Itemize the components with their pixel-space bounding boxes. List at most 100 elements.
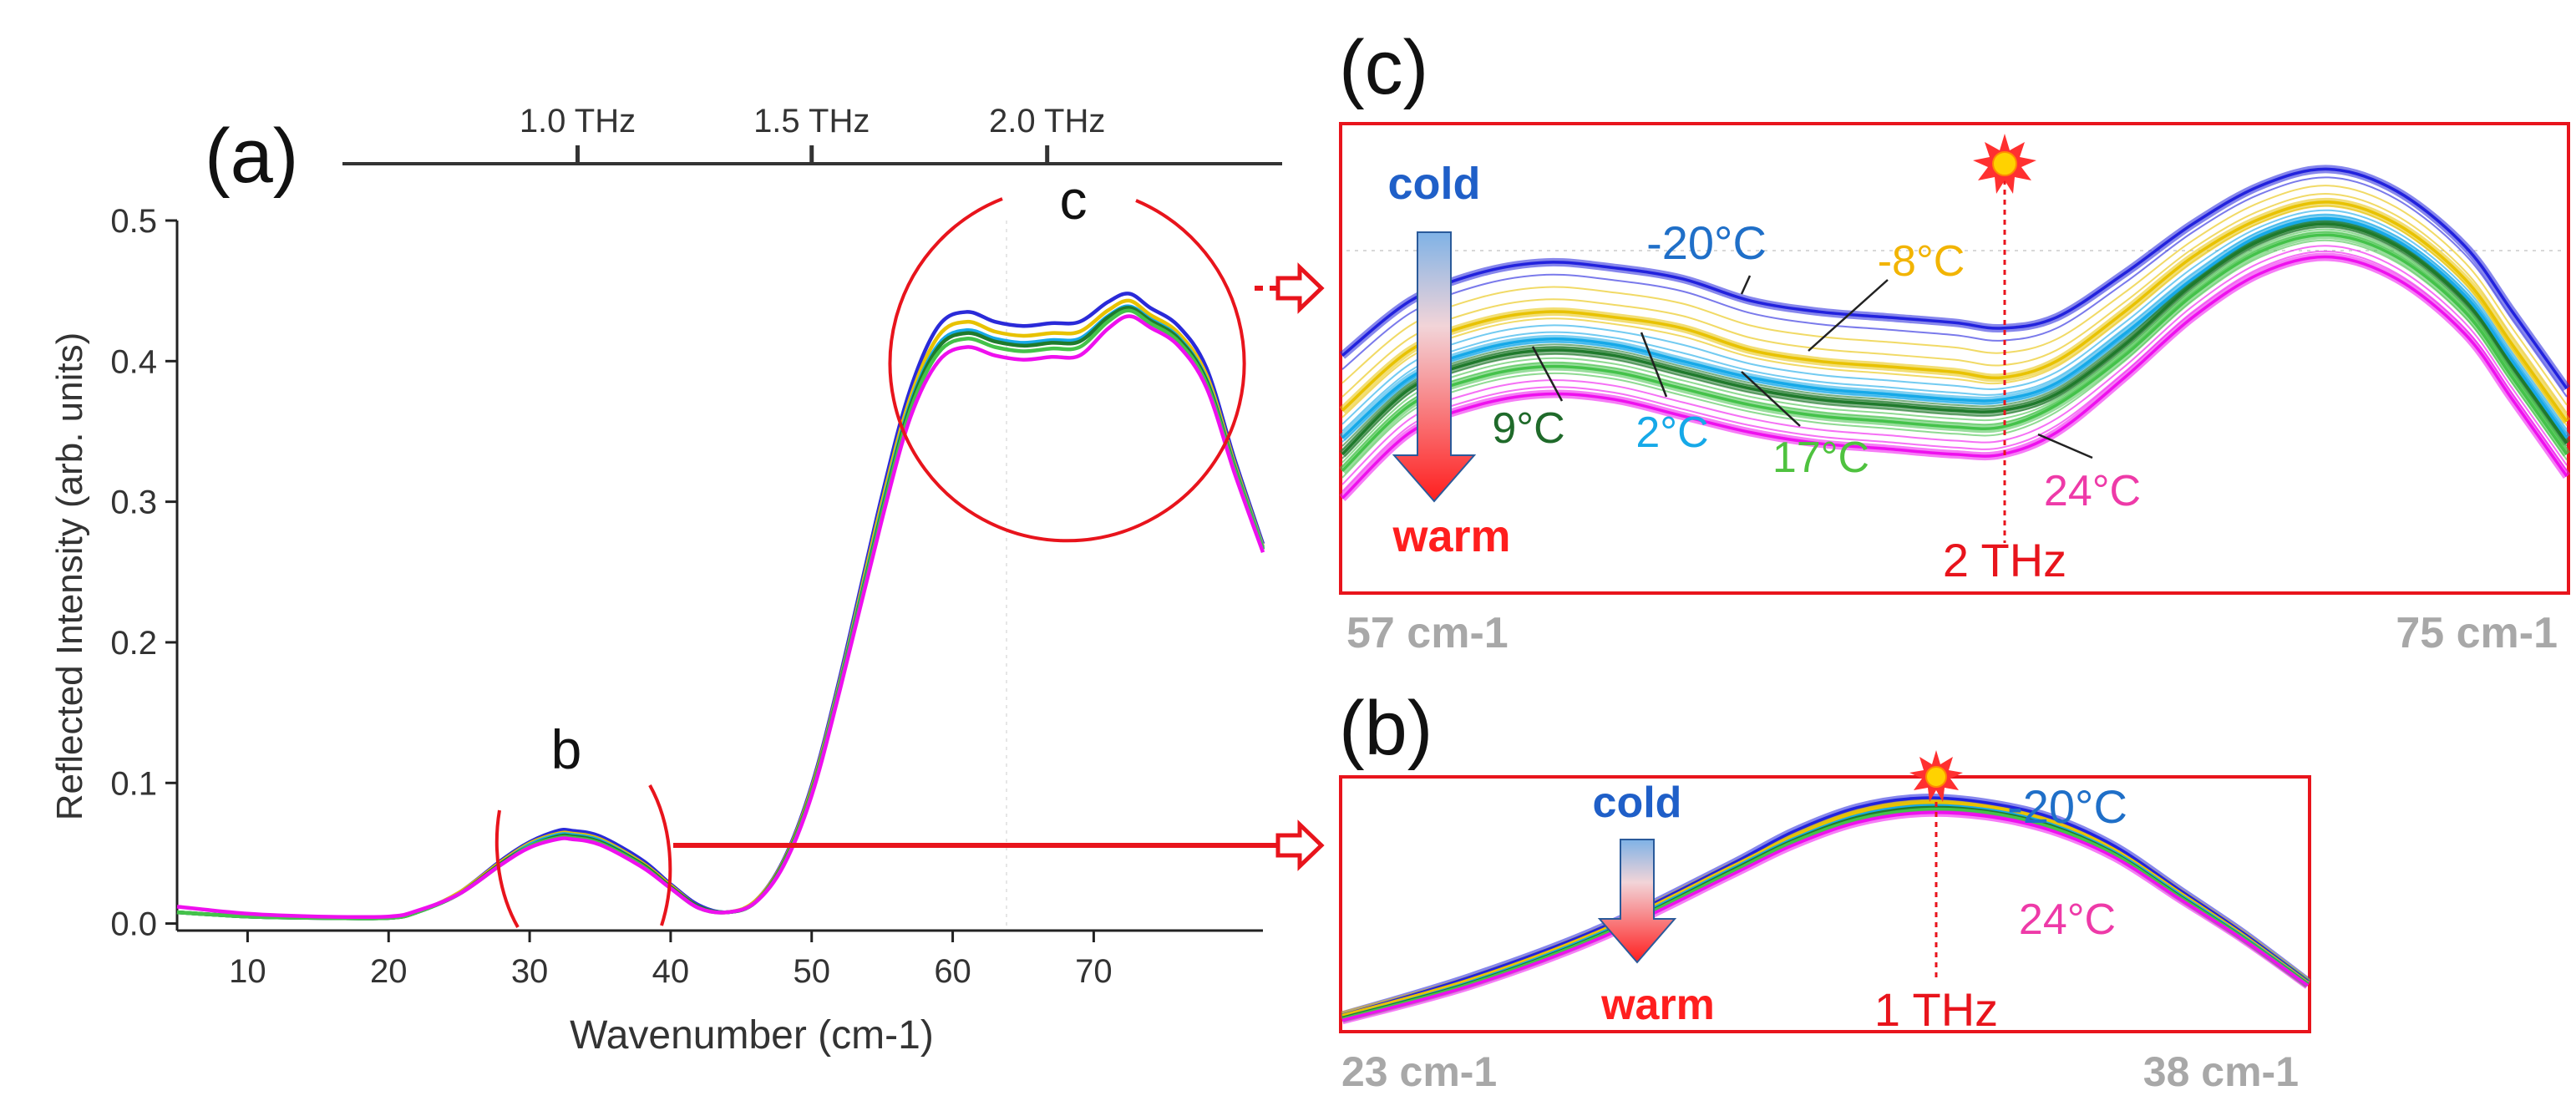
a-y-axis-title: Reflected Intensity (arb. units) <box>49 332 90 820</box>
svg-text:-20°C: -20°C <box>2007 780 2127 833</box>
svg-text:2°C: 2°C <box>1635 408 1708 457</box>
a-series-line <box>176 292 1265 921</box>
c-reference-label: 2 THz <box>1943 534 2066 586</box>
a-series-line <box>176 298 1265 921</box>
c-trace-line <box>1341 239 2568 479</box>
b-series-line <box>1341 796 2310 1017</box>
c-trace-line <box>1341 245 2568 485</box>
svg-text:24°C: 24°C <box>2044 467 2141 515</box>
c-leader-17 <box>1741 371 1801 427</box>
c-trace-line <box>1341 250 2568 492</box>
b-cold-warm-arrow <box>1597 839 1677 964</box>
c-temp-label-24: 24°C <box>2044 467 2141 515</box>
panel-c: (c) 2 THz cold warm -20°C -8°C 2°C <box>1339 25 2571 657</box>
c-temp-label-9: 9°C <box>1492 404 1564 453</box>
c-cold-label: cold <box>1387 159 1480 209</box>
c-trace-line <box>1341 193 2568 414</box>
a-x-tick-label: 70 <box>1075 953 1113 990</box>
region-c-circle <box>888 197 1246 543</box>
b-cold-label: cold <box>1593 779 1682 827</box>
c-x-right-label: 75 cm-1 <box>2396 609 2558 657</box>
a-ticks: 10 20 30 40 50 60 70 0.0 0.1 0.2 0.3 0.4 0.5 <box>110 203 1112 990</box>
panel-a: (a) 1.0 THz 1.5 THz 2.0 THz 10 20 30 40 50 60 70… <box>49 103 1325 1058</box>
panel-b-label: (b) <box>1339 686 1433 771</box>
b-series-line <box>1341 807 2310 1021</box>
a-y-tick-label: 0.0 <box>110 906 157 943</box>
thz-tick-label: 1.5 THz <box>753 103 870 140</box>
b-series-line <box>1341 800 2310 1017</box>
a-series-line <box>176 308 1265 921</box>
c-trace-line <box>1341 185 2568 406</box>
c-trace-line <box>1341 220 2568 447</box>
c-leader-24 <box>2037 433 2093 459</box>
svg-text:17°C: 17°C <box>1772 434 1869 482</box>
c-leader-m8 <box>1808 279 1889 352</box>
b-reference-label: 1 THz <box>1874 983 1998 1036</box>
c-trace-line <box>1341 209 2568 430</box>
c-leader-9 <box>1531 346 1564 402</box>
a-x-axis-title: Wavenumber (cm-1) <box>570 1013 934 1058</box>
c-warm-label: warm <box>1392 511 1510 561</box>
c-sun-icon <box>1973 134 2036 194</box>
b-series-line <box>1341 810 2310 1022</box>
c-cold-warm-arrow <box>1392 231 1477 503</box>
c-trace-line <box>1341 228 2568 464</box>
thz-tick-label: 1.0 THz <box>520 103 636 140</box>
arrow-to-c-head <box>1275 262 1325 314</box>
panel-c-frame <box>1339 122 2570 595</box>
panel-a-label: (a) <box>205 114 298 199</box>
c-x-left-label: 57 cm-1 <box>1346 609 1509 657</box>
thz-tick-label: 2.0 THz <box>989 103 1105 140</box>
c-temp-label-m8: -8°C <box>1878 237 1965 286</box>
arrow-to-b-head <box>1275 819 1325 871</box>
a-y-tick-label: 0.5 <box>110 203 157 240</box>
c-series-line <box>1341 233 2568 472</box>
b-sun-icon <box>1909 750 1963 802</box>
a-y-tick-label: 0.2 <box>110 625 157 662</box>
c-trace-line <box>1341 176 2568 398</box>
a-y-tick-label: 0.1 <box>110 765 157 802</box>
c-series-line <box>1341 200 2568 423</box>
c-temp-label-2: 2°C <box>1635 408 1708 457</box>
c-trace-line <box>1341 213 2568 434</box>
a-series-group <box>176 292 1265 921</box>
svg-text:-8°C: -8°C <box>1878 237 1965 286</box>
a-series-line <box>176 304 1265 921</box>
b-temp-label-m20: -20°C <box>2007 780 2127 833</box>
c-series-line <box>1341 255 2568 500</box>
a-x-tick-label: 30 <box>511 953 549 990</box>
a-x-tick-label: 10 <box>229 953 266 990</box>
svg-text:-20°C: -20°C <box>1646 216 1767 269</box>
a-y-tick-label: 0.3 <box>110 484 157 521</box>
b-series-group <box>1341 794 2311 1025</box>
a-x-tick-label: 50 <box>793 953 830 990</box>
c-trace-line <box>1341 231 2568 468</box>
a-x-tick-label: 60 <box>934 953 971 990</box>
a-x-tick-label: 40 <box>652 953 690 990</box>
svg-text:24°C: 24°C <box>2019 895 2116 944</box>
region-c-label: c <box>1060 169 1088 231</box>
thz-axis: 1.0 THz 1.5 THz 2.0 THz <box>520 103 1105 164</box>
c-leader-2 <box>1640 332 1668 398</box>
c-series-line <box>1341 222 2568 456</box>
c-series-group <box>1339 165 2571 502</box>
c-temp-label-m20: -20°C <box>1646 216 1767 269</box>
b-temp-label-24: 24°C <box>2019 895 2116 944</box>
region-b-arc-left <box>494 809 520 928</box>
c-trace-line <box>1341 226 2568 459</box>
svg-text:9°C: 9°C <box>1492 404 1564 453</box>
panel-b: (b) 1 THz cold warm -20°C 24°C 23 cm-1 3… <box>1339 686 2311 1095</box>
c-trace-line <box>1341 205 2568 426</box>
c-leader-m20 <box>1740 275 1752 295</box>
region-b-arc-right <box>648 784 672 926</box>
panel-c-label: (c) <box>1339 25 1428 110</box>
a-x-tick-label: 20 <box>370 953 408 990</box>
b-x-right-label: 38 cm-1 <box>2143 1048 2299 1095</box>
a-y-tick-label: 0.4 <box>110 343 157 380</box>
a-series-line <box>176 314 1265 920</box>
b-x-left-label: 23 cm-1 <box>1341 1048 1497 1095</box>
c-series-line <box>1341 216 2568 439</box>
region-b-label: b <box>551 718 582 780</box>
c-series-line <box>1341 167 2568 390</box>
